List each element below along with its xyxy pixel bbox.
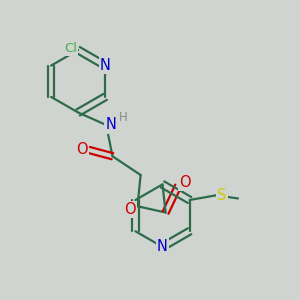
Text: N: N (106, 118, 116, 133)
Text: O: O (76, 142, 88, 158)
Text: O: O (124, 202, 136, 217)
Text: N: N (100, 58, 111, 73)
Text: H: H (119, 111, 128, 124)
Text: S: S (217, 188, 226, 203)
Text: O: O (179, 175, 191, 190)
Text: N: N (157, 239, 168, 254)
Text: Cl: Cl (64, 42, 77, 55)
